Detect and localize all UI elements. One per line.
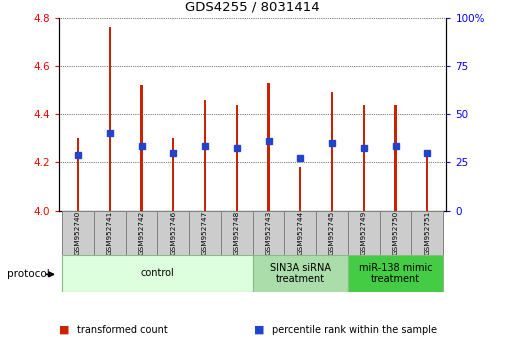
- Bar: [394, 104, 397, 211]
- Text: transformed count: transformed count: [77, 325, 168, 335]
- Text: GSM952749: GSM952749: [361, 211, 367, 255]
- Bar: [380, 211, 411, 255]
- Bar: [204, 100, 206, 211]
- Text: percentile rank within the sample: percentile rank within the sample: [272, 325, 437, 335]
- Text: miR-138 mimic
treatment: miR-138 mimic treatment: [359, 263, 432, 284]
- Text: SIN3A siRNA
treatment: SIN3A siRNA treatment: [270, 263, 331, 284]
- Title: GDS4255 / 8031414: GDS4255 / 8031414: [185, 1, 320, 14]
- Bar: [109, 27, 111, 211]
- Bar: [141, 85, 143, 211]
- Text: GSM952750: GSM952750: [392, 211, 399, 255]
- Bar: [77, 138, 79, 211]
- Text: GSM952747: GSM952747: [202, 211, 208, 255]
- Bar: [126, 211, 157, 255]
- Bar: [299, 167, 301, 211]
- Bar: [189, 211, 221, 255]
- Bar: [62, 255, 253, 292]
- Bar: [253, 211, 284, 255]
- Text: protocol: protocol: [7, 269, 49, 279]
- Text: control: control: [141, 268, 174, 279]
- Bar: [235, 104, 238, 211]
- Text: GSM952748: GSM952748: [234, 211, 240, 255]
- Text: GSM952741: GSM952741: [107, 211, 113, 255]
- Bar: [348, 211, 380, 255]
- Bar: [267, 83, 270, 211]
- Bar: [316, 211, 348, 255]
- Bar: [253, 255, 348, 292]
- Bar: [331, 92, 333, 211]
- Text: GSM952751: GSM952751: [424, 211, 430, 255]
- Bar: [172, 138, 174, 211]
- Text: GSM952742: GSM952742: [139, 211, 145, 255]
- Bar: [363, 104, 365, 211]
- Bar: [426, 155, 428, 211]
- Bar: [62, 211, 94, 255]
- Bar: [94, 211, 126, 255]
- Text: ■: ■: [254, 325, 264, 335]
- Text: ■: ■: [59, 325, 69, 335]
- Text: GSM952744: GSM952744: [297, 211, 303, 255]
- Bar: [411, 211, 443, 255]
- Text: GSM952743: GSM952743: [266, 211, 271, 255]
- Text: GSM952746: GSM952746: [170, 211, 176, 255]
- Bar: [221, 211, 253, 255]
- Text: GSM952740: GSM952740: [75, 211, 81, 255]
- Bar: [284, 211, 316, 255]
- Text: GSM952745: GSM952745: [329, 211, 335, 255]
- Bar: [348, 255, 443, 292]
- Bar: [157, 211, 189, 255]
